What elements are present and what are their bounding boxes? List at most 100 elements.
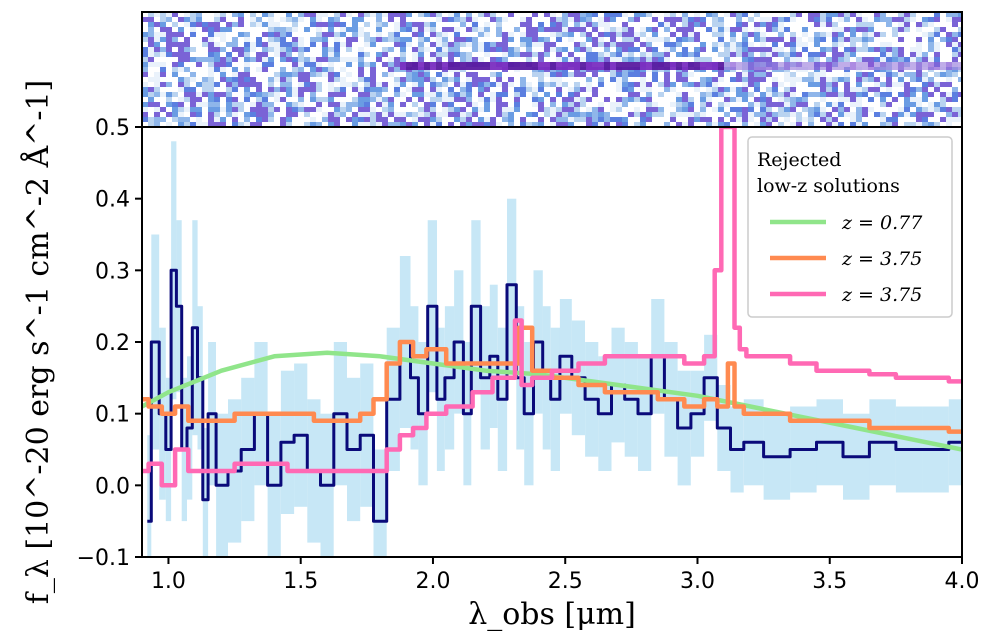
noise-pixel [490,42,496,47]
noise-pixel [418,32,424,37]
noise-pixel [400,102,406,107]
noise-pixel [310,122,316,127]
noise-pixel [214,97,220,102]
noise-pixel [910,17,916,22]
noise-pixel [238,77,244,82]
noise-pixel [622,12,628,17]
noise-pixel [688,12,694,17]
noise-pixel [700,22,706,27]
noise-pixel [880,77,886,82]
noise-pixel [580,42,586,47]
noise-pixel [148,112,154,117]
noise-pixel [718,112,724,117]
x-axis-title: λ_obs [μm] [468,597,636,632]
noise-pixel [370,52,376,57]
noise-pixel [262,52,268,57]
noise-pixel [778,82,784,87]
noise-pixel [898,47,904,52]
noise-pixel [820,17,826,22]
noise-pixel [868,107,874,112]
noise-pixel [688,52,694,57]
noise-pixel [268,112,274,117]
noise-pixel [442,102,448,107]
noise-pixel [592,77,598,82]
noise-pixel [760,42,766,47]
noise-pixel [316,32,322,37]
noise-pixel [646,47,652,52]
noise-pixel [820,22,826,27]
noise-pixel [640,97,646,102]
noise-pixel [832,102,838,107]
noise-pixel [232,47,238,52]
noise-pixel [634,12,640,17]
noise-pixel [766,87,772,92]
noise-pixel [814,52,820,57]
noise-pixel [436,77,442,82]
noise-pixel [298,87,304,92]
trace-pixel [838,62,844,70]
noise-pixel [316,102,322,107]
noise-pixel [220,92,226,97]
noise-pixel [634,87,640,92]
noise-pixel [406,37,412,42]
noise-pixel [466,47,472,52]
noise-pixel [724,82,730,87]
noise-pixel [250,107,256,112]
noise-pixel [634,102,640,107]
noise-pixel [694,122,700,127]
noise-pixel [376,67,382,72]
noise-pixel [586,42,592,47]
noise-pixel [922,102,928,107]
noise-pixel [454,102,460,107]
noise-pixel [814,17,820,22]
noise-pixel [646,102,652,107]
noise-pixel [550,37,556,42]
noise-pixel [268,67,274,72]
noise-pixel [838,47,844,52]
noise-pixel [862,57,868,62]
noise-pixel [886,52,892,57]
noise-pixel [328,17,334,22]
noise-pixel [814,112,820,117]
noise-pixel [484,117,490,122]
noise-pixel [700,122,706,127]
noise-pixel [772,42,778,47]
noise-pixel [526,27,532,32]
noise-pixel [418,22,424,27]
noise-pixel [346,87,352,92]
noise-pixel [892,92,898,97]
noise-pixel [832,42,838,47]
noise-pixel [916,17,922,22]
noise-pixel [490,107,496,112]
noise-pixel [724,122,730,127]
noise-pixel [184,87,190,92]
noise-pixel [388,27,394,32]
noise-pixel [298,47,304,52]
noise-pixel [736,32,742,37]
noise-pixel [790,52,796,57]
noise-pixel [622,57,628,62]
noise-pixel [256,52,262,57]
noise-pixel [490,47,496,52]
noise-pixel [700,97,706,102]
noise-pixel [490,97,496,102]
noise-pixel [730,82,736,87]
noise-pixel [430,77,436,82]
noise-pixel [376,12,382,17]
noise-pixel [160,117,166,122]
noise-pixel [820,107,826,112]
noise-pixel [658,52,664,57]
noise-pixel [532,107,538,112]
noise-pixel [484,47,490,52]
noise-pixel [358,47,364,52]
noise-pixel [220,32,226,37]
noise-pixel [850,32,856,37]
noise-pixel [436,87,442,92]
noise-pixel [862,122,868,127]
noise-pixel [256,117,262,122]
series-line-observed [147,268,962,523]
noise-pixel [946,82,952,87]
noise-pixel [472,117,478,122]
trace-pixel [490,62,496,70]
noise-pixel [286,82,292,87]
